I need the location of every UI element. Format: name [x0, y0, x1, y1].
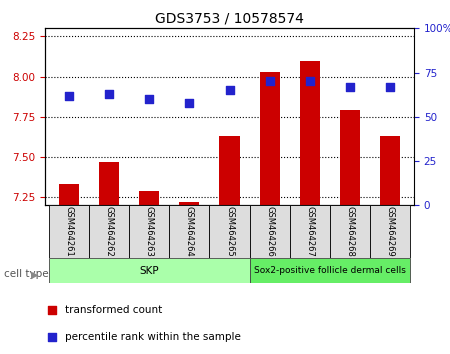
- Bar: [139, 191, 159, 205]
- Bar: [49, 205, 89, 258]
- Text: GSM464265: GSM464265: [225, 206, 234, 257]
- Text: percentile rank within the sample: percentile rank within the sample: [65, 332, 241, 342]
- Text: GSM464264: GSM464264: [185, 206, 194, 257]
- Text: GSM464262: GSM464262: [105, 206, 114, 257]
- Text: SKP: SKP: [140, 266, 159, 276]
- Bar: [209, 205, 250, 258]
- Bar: [260, 72, 279, 205]
- Bar: [380, 136, 400, 205]
- Bar: [370, 205, 410, 258]
- Bar: [49, 258, 250, 283]
- Bar: [300, 61, 320, 205]
- Bar: [169, 205, 209, 258]
- Bar: [99, 162, 119, 205]
- Bar: [330, 205, 370, 258]
- Point: [146, 96, 153, 102]
- Text: GSM464266: GSM464266: [265, 206, 274, 257]
- Text: GSM464267: GSM464267: [305, 206, 314, 257]
- Point: [106, 91, 113, 97]
- Text: transformed count: transformed count: [65, 305, 162, 315]
- Text: GSM464261: GSM464261: [64, 206, 73, 257]
- Bar: [250, 205, 290, 258]
- Bar: [129, 205, 169, 258]
- Title: GDS3753 / 10578574: GDS3753 / 10578574: [155, 12, 304, 26]
- Text: ▶: ▶: [31, 269, 38, 279]
- Text: GSM464268: GSM464268: [345, 206, 354, 257]
- Point: [306, 79, 313, 84]
- Point: [186, 100, 193, 105]
- Text: GSM464263: GSM464263: [145, 206, 154, 257]
- Bar: [290, 205, 330, 258]
- Bar: [180, 202, 199, 205]
- Text: Sox2-positive follicle dermal cells: Sox2-positive follicle dermal cells: [254, 266, 406, 275]
- Point: [346, 84, 353, 90]
- Text: GSM464269: GSM464269: [386, 206, 395, 257]
- Point: [387, 84, 394, 90]
- Point: [49, 307, 56, 313]
- Bar: [250, 258, 410, 283]
- Point: [226, 87, 233, 93]
- Bar: [89, 205, 129, 258]
- Bar: [59, 184, 79, 205]
- Bar: [340, 110, 360, 205]
- Point: [65, 93, 72, 98]
- Point: [49, 334, 56, 340]
- Point: [266, 79, 273, 84]
- Text: cell type: cell type: [4, 269, 49, 279]
- Bar: [220, 136, 239, 205]
